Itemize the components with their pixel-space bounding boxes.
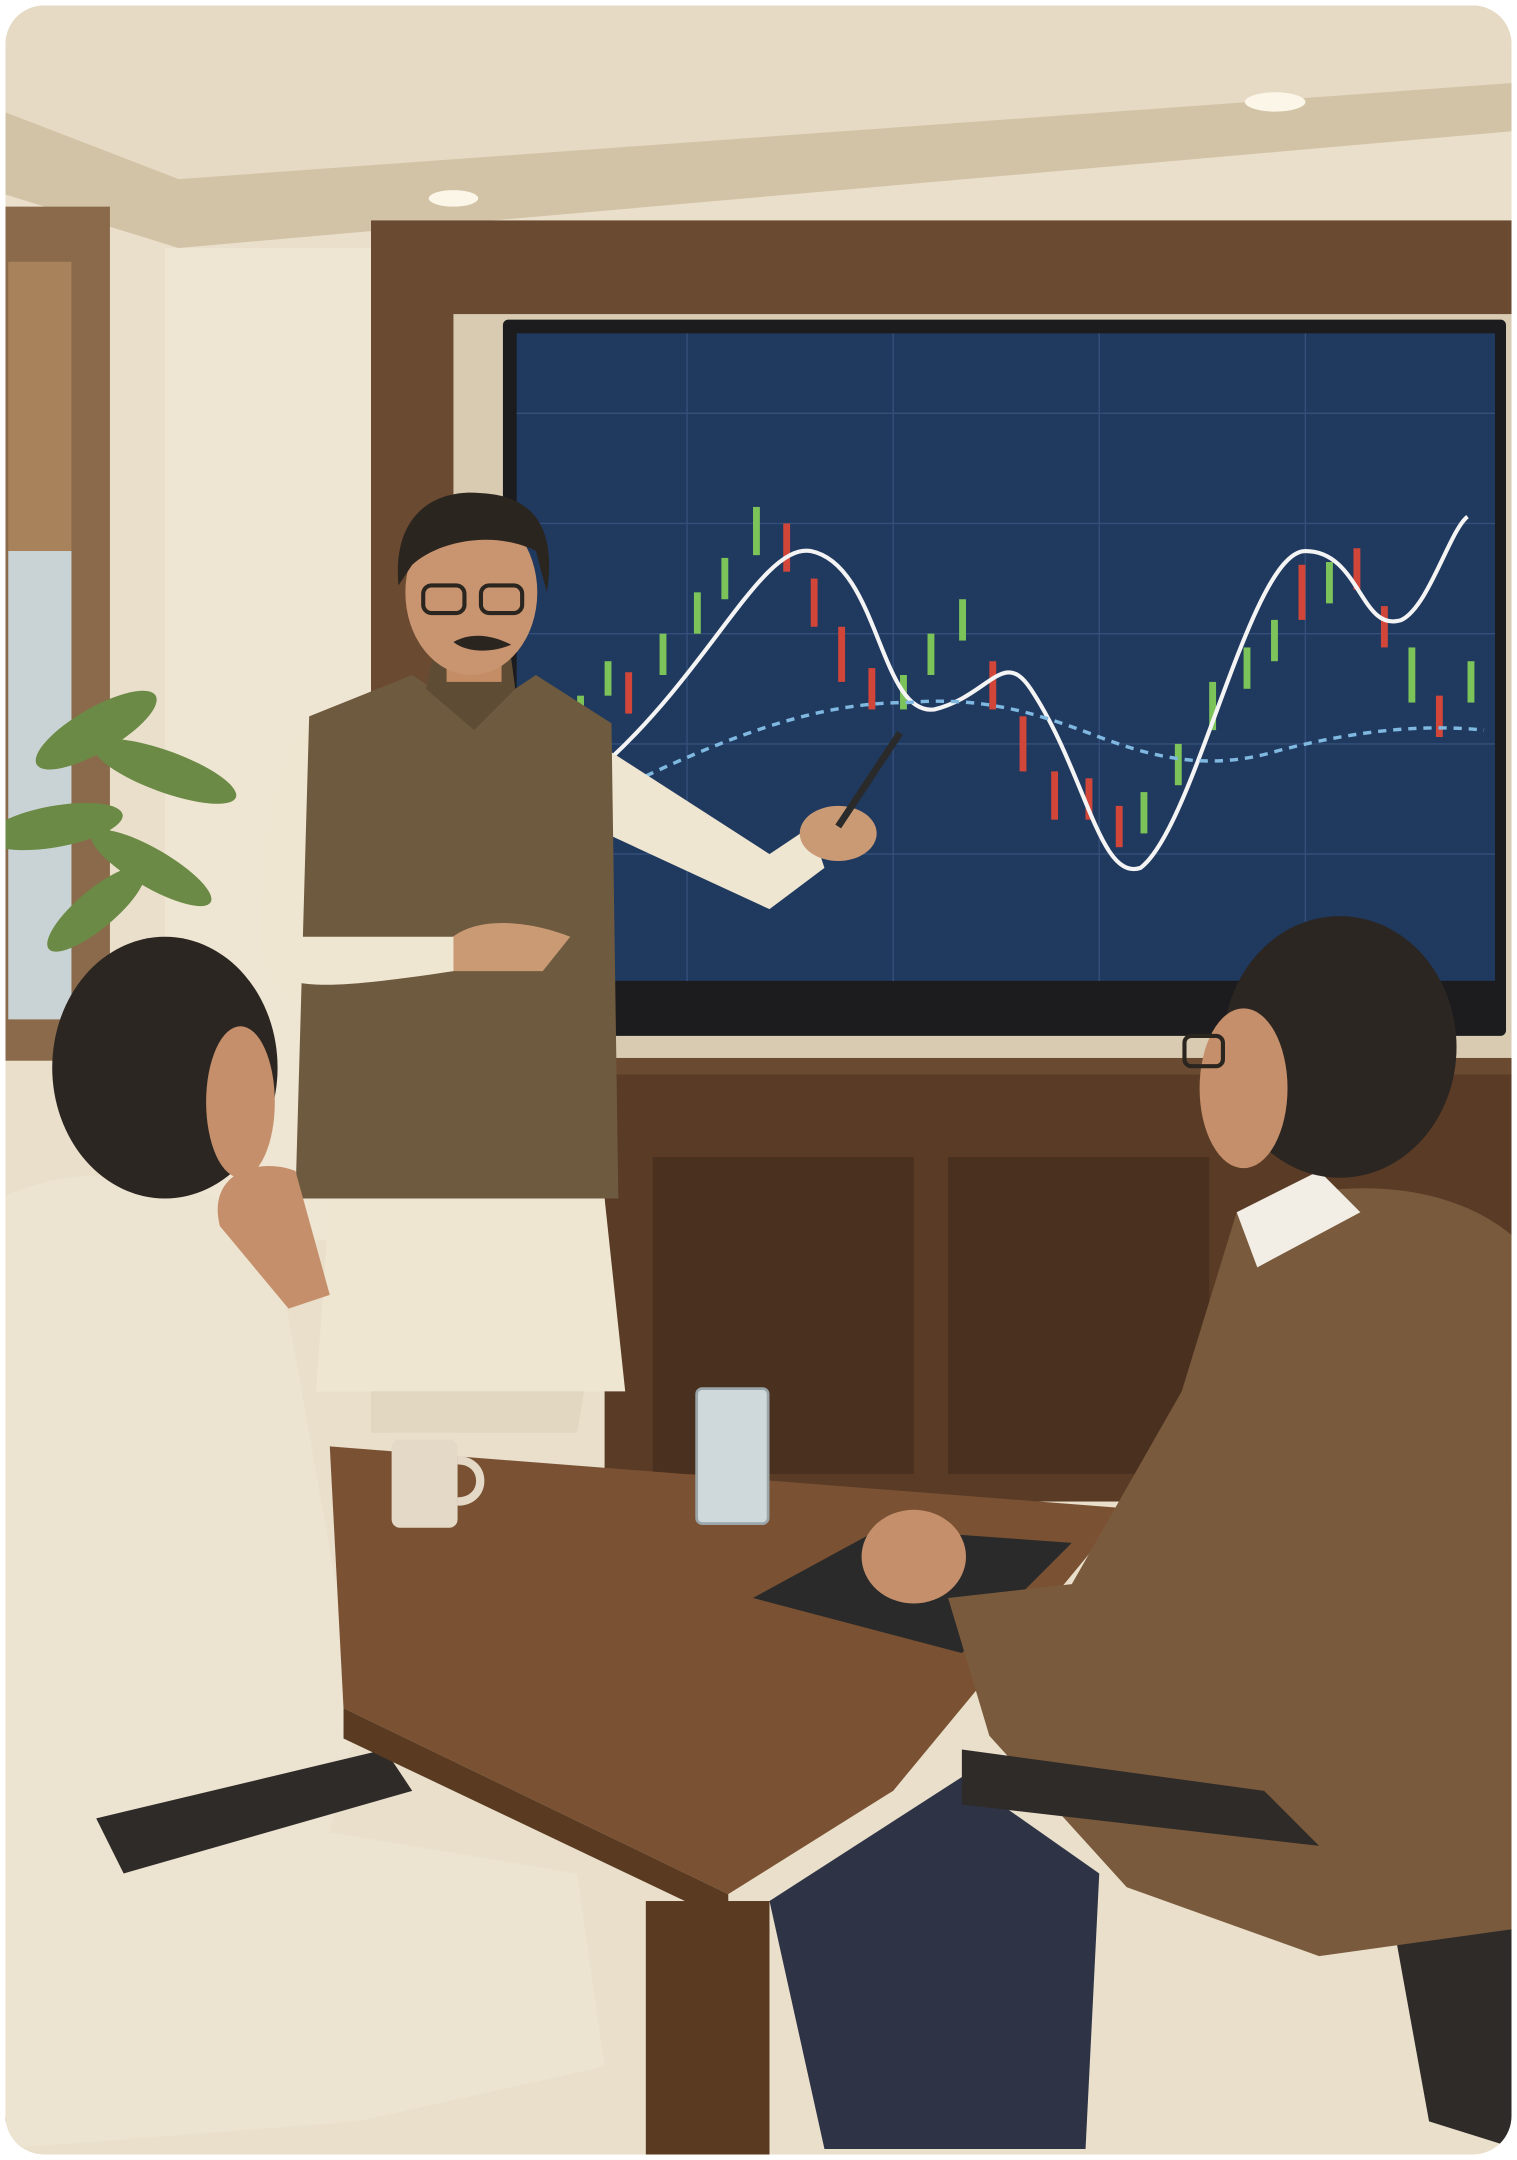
candle <box>838 627 845 682</box>
hand <box>800 806 877 861</box>
candle <box>868 668 875 709</box>
candle <box>1436 696 1443 737</box>
illustration <box>0 0 1517 2160</box>
candle <box>625 672 632 713</box>
candle <box>1468 661 1475 702</box>
candle <box>928 634 935 675</box>
candle <box>660 634 667 675</box>
candle <box>1326 562 1333 603</box>
ceiling-light <box>429 190 478 207</box>
candle <box>959 599 966 640</box>
candle <box>1051 771 1058 819</box>
cabinet-door <box>653 1157 914 1474</box>
kurta-lower <box>316 1198 625 1391</box>
face-profile <box>1200 1008 1288 1168</box>
candle <box>1381 606 1388 647</box>
window-blind <box>8 262 71 551</box>
candle <box>989 661 996 709</box>
candle <box>1175 744 1182 785</box>
candle <box>811 579 818 627</box>
mug-body <box>392 1440 458 1528</box>
candle <box>1299 565 1306 620</box>
candle <box>1408 647 1415 702</box>
face-profile <box>206 1026 275 1178</box>
page: {} html, body { margin: 0; padding: 0; b… <box>0 0 1517 2160</box>
candle <box>694 592 701 633</box>
hand <box>862 1510 966 1604</box>
candle <box>605 661 612 695</box>
candle <box>1271 620 1278 661</box>
ceiling-light <box>1245 92 1305 111</box>
candle <box>1244 647 1251 688</box>
trousers <box>371 1391 584 1432</box>
candle <box>1020 716 1027 771</box>
water-glass <box>697 1389 768 1524</box>
candle <box>1140 792 1147 833</box>
scene <box>0 0 1517 2160</box>
candle <box>1116 806 1123 847</box>
candle <box>753 507 760 555</box>
candle <box>783 523 790 571</box>
candle <box>721 558 728 599</box>
page-body: (() => { const data = JSON.parse(documen… <box>0 0 1517 2160</box>
table-leg <box>646 1901 770 2160</box>
